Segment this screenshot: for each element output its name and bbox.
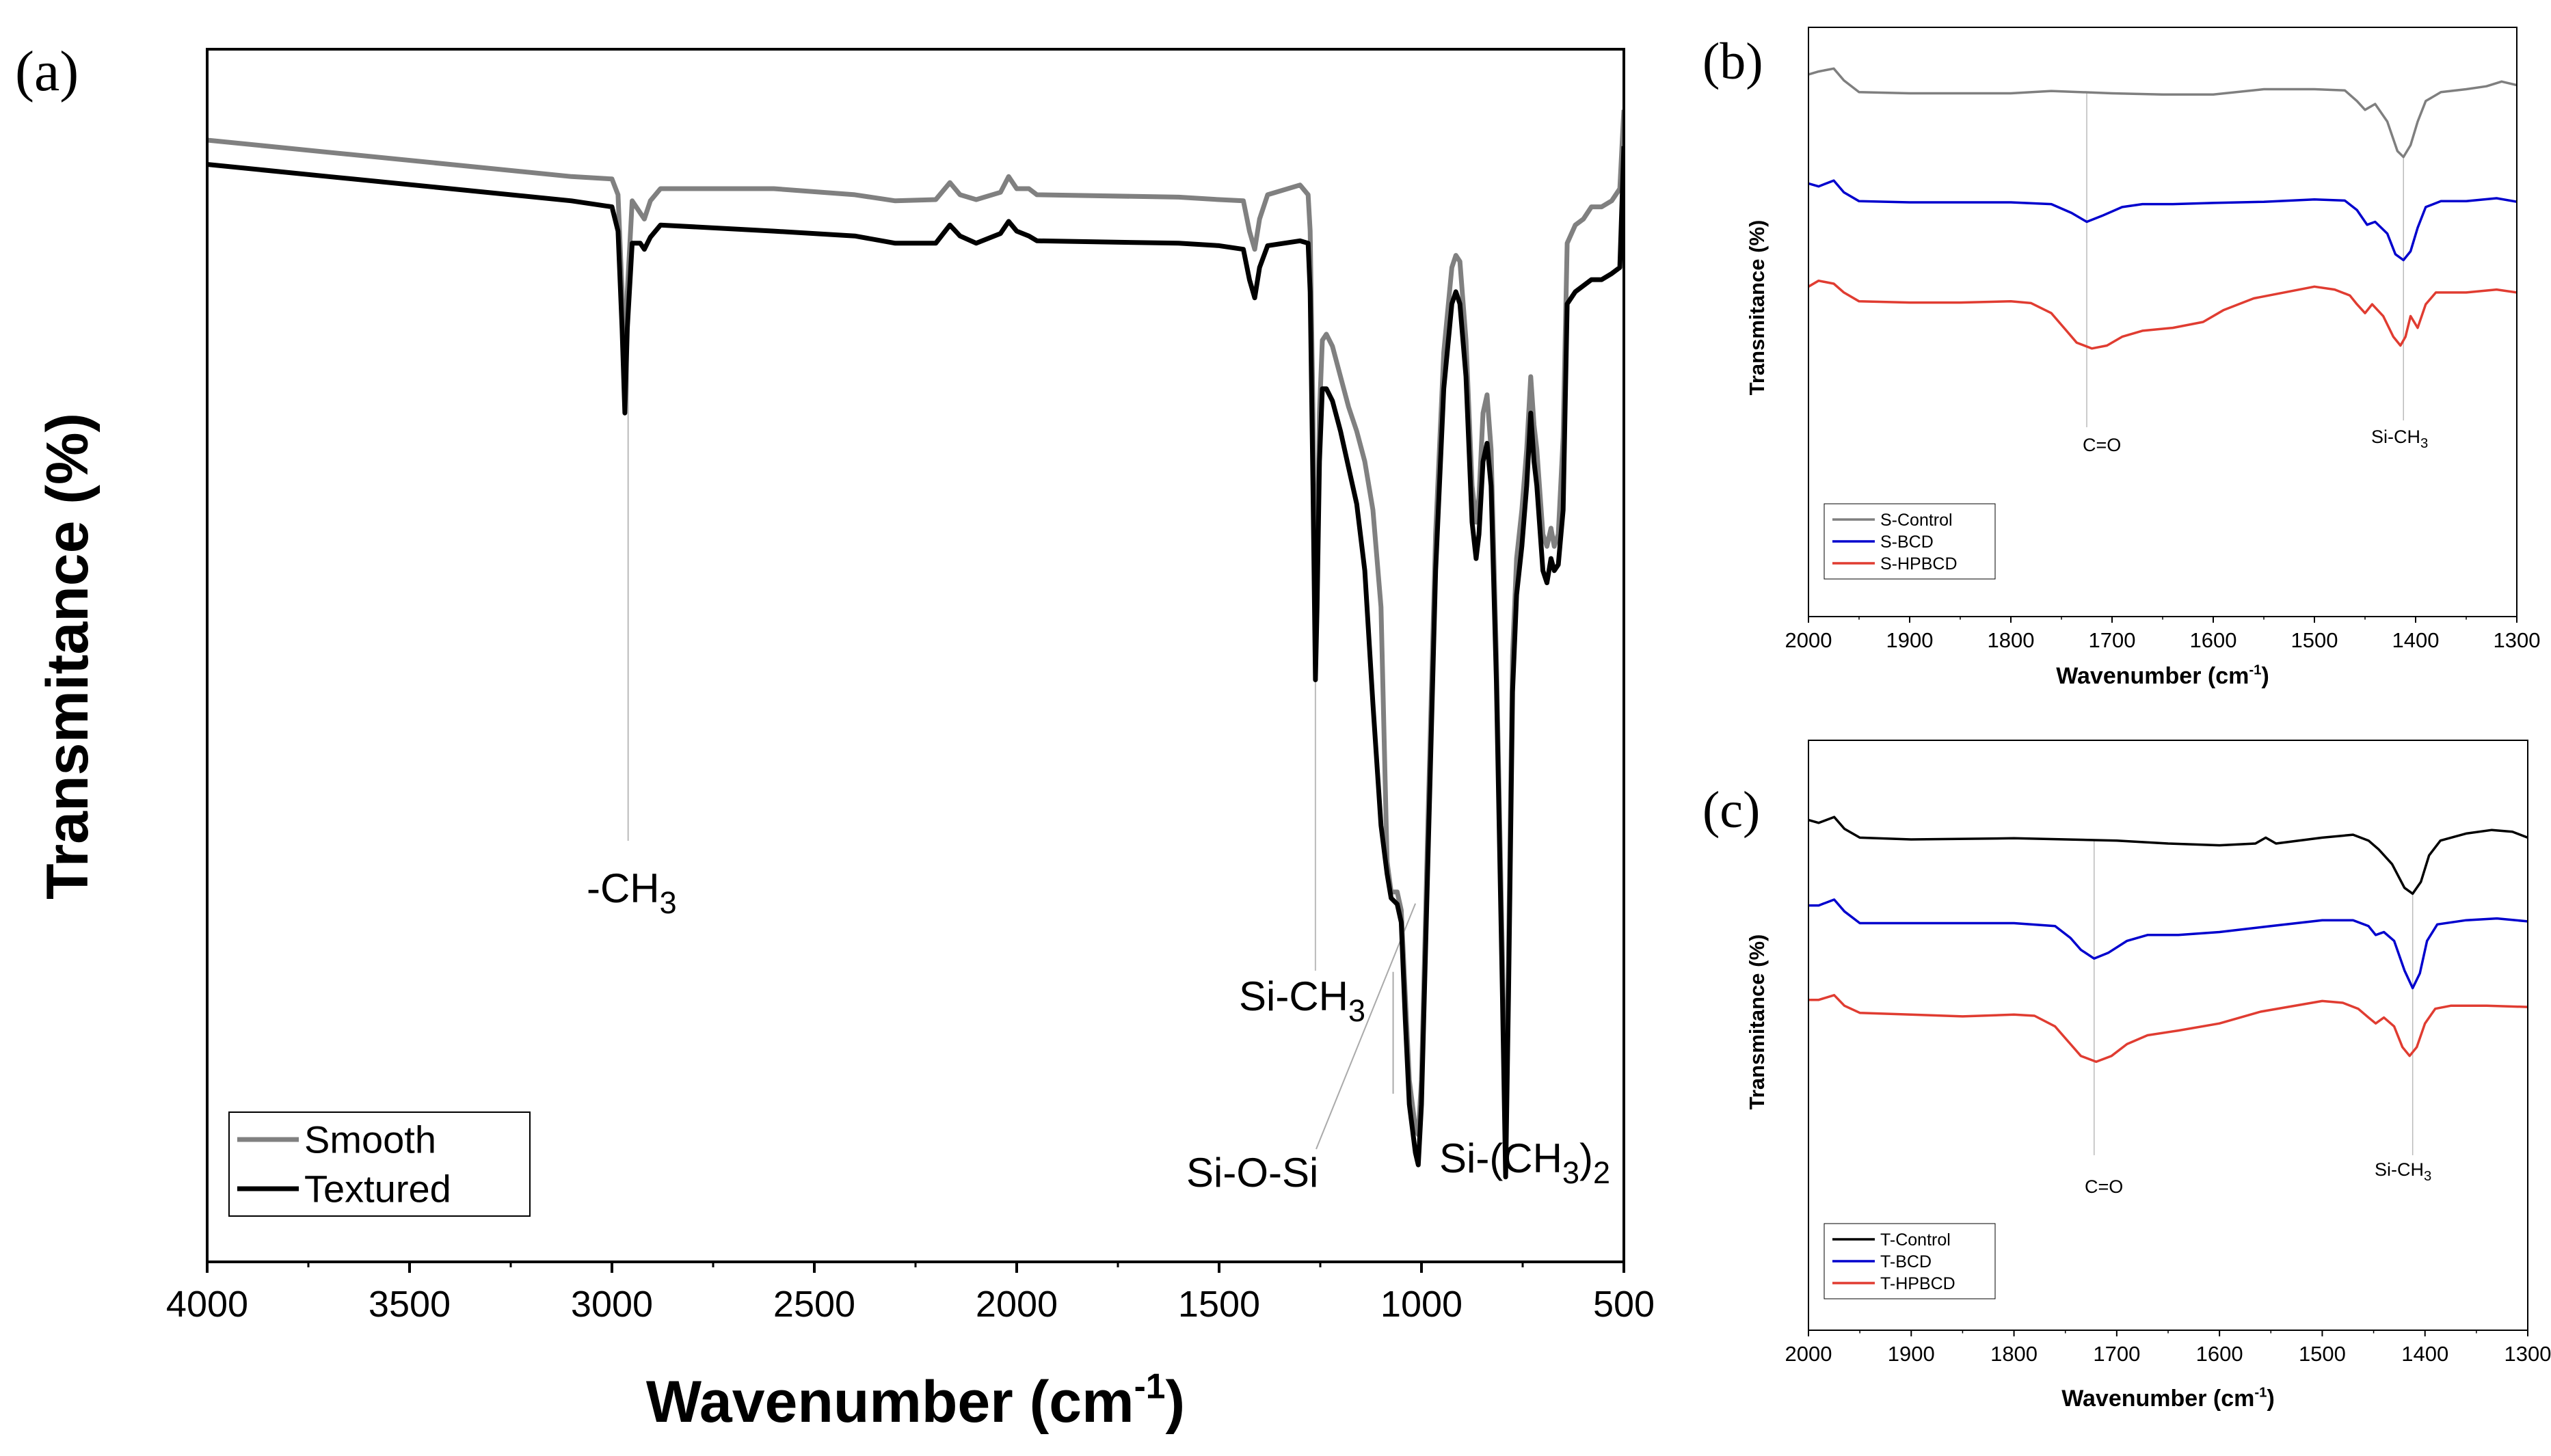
legend-label: T-Control xyxy=(1880,1230,1951,1250)
label-main: C=O xyxy=(2085,1176,2123,1197)
x-tick-label: 4000 xyxy=(166,1284,248,1325)
annotation-line xyxy=(1315,903,1417,1150)
x-tick-label: 3000 xyxy=(571,1284,653,1325)
label-subscript: 3 xyxy=(2420,436,2428,451)
x-tick-label: 2000 xyxy=(1785,628,1832,652)
annotation-label: Si-O-Si xyxy=(1186,1150,1318,1196)
label-main: Si-CH xyxy=(2371,427,2420,447)
label-tail: ) xyxy=(1579,1135,1593,1181)
series-line-t-bcd xyxy=(1808,898,2528,990)
x-axis-label: Wavenumber (cm-1) xyxy=(2056,662,2269,689)
legend: Smooth Textured xyxy=(228,1111,531,1217)
series-line-t-control xyxy=(1808,815,2528,895)
label-subscript: 3 xyxy=(2424,1169,2431,1184)
label-subscript: 3 xyxy=(1348,993,1365,1028)
series-line-s-hpbcd xyxy=(1808,279,2517,350)
label-main: Si-CH xyxy=(1239,973,1348,1019)
chart-panel-a: (a) 4000 3500 3000 2500 2000 1500 1000 500 Wavenu… xyxy=(15,40,1655,1435)
series-line-s-bcd xyxy=(1808,179,2517,262)
legend-label: S-HPBCD xyxy=(1880,554,1958,574)
x-tick-label: 500 xyxy=(1593,1284,1655,1325)
series-line-t-hpbcd xyxy=(1808,994,2528,1064)
x-tick-label: 1400 xyxy=(2392,628,2440,652)
y-axis-label: Transmitance (%) xyxy=(1745,220,1769,396)
x-tick-label: 1700 xyxy=(2093,1342,2140,1366)
series-line-s-control xyxy=(1808,67,2517,159)
x-tick-label: 1700 xyxy=(2089,628,2136,652)
series-line-smooth xyxy=(207,109,1624,1155)
legend: T-Control T-BCD T-HPBCD xyxy=(1824,1223,1996,1299)
x-axis-label-close: ) xyxy=(1165,1369,1185,1435)
x-tick-label: 2500 xyxy=(773,1284,855,1325)
x-tick-label: 1000 xyxy=(1380,1284,1463,1325)
x-tick-label: 3500 xyxy=(369,1284,451,1325)
x-axis-label-main: Wavenumber (cm xyxy=(2056,663,2249,689)
legend-label: T-HPBCD xyxy=(1880,1274,1955,1293)
panel-label: (b) xyxy=(1702,33,1763,90)
chart-panel-c: (c) 2000 1900 1800 1700 1600 1500 1400 1300 Waven… xyxy=(1702,740,2551,1412)
x-axis-label-sup: -1 xyxy=(2254,1385,2267,1400)
label-subscript-2: 2 xyxy=(1593,1155,1610,1190)
x-tick-label: 1600 xyxy=(2190,628,2237,652)
annotation-label: Si-CH3 xyxy=(2375,1159,2431,1184)
x-tick-label: 1600 xyxy=(2196,1342,2243,1366)
chart-panel-b: (b) 2000 1900 1800 1700 1600 1500 1400 1300 Waven… xyxy=(1702,27,2540,689)
legend-label: Smooth xyxy=(304,1118,436,1161)
x-tick-label: 2000 xyxy=(1785,1342,1832,1366)
x-axis-label-close: ) xyxy=(2267,1386,2274,1412)
x-axis-label-main: Wavenumber (cm xyxy=(2061,1386,2254,1412)
annotation-label: C=O xyxy=(2085,1176,2123,1197)
label-main: Si-CH xyxy=(2375,1159,2424,1180)
x-axis-label-main: Wavenumber (cm xyxy=(646,1369,1134,1435)
x-axis-label: Wavenumber (cm-1) xyxy=(2061,1385,2275,1412)
y-axis-label: Transmitance (%) xyxy=(35,413,101,900)
label-main: C=O xyxy=(2083,435,2121,455)
legend-label: S-BCD xyxy=(1880,532,1934,552)
x-tick-label: 1900 xyxy=(1886,628,1934,652)
legend-label: T-BCD xyxy=(1880,1252,1932,1271)
label-subscript: 3 xyxy=(660,885,677,920)
label-main: Si-(CH xyxy=(1439,1135,1562,1181)
x-tick-label: 1500 xyxy=(2299,1342,2346,1366)
label-main: Si-O-Si xyxy=(1186,1150,1318,1196)
annotation-label: Si-CH3 xyxy=(2371,427,2428,451)
annotation-label: C=O xyxy=(2083,435,2121,455)
y-axis-label: Transmitance (%) xyxy=(1745,934,1769,1110)
panel-label: (a) xyxy=(15,40,79,103)
annotation-label: Si-CH3 xyxy=(1239,973,1365,1028)
x-tick-label: 2000 xyxy=(976,1284,1058,1325)
x-tick-label: 1900 xyxy=(1888,1342,1935,1366)
panel-label: (c) xyxy=(1702,781,1760,839)
x-tick-label: 1300 xyxy=(2505,1342,2551,1366)
x-axis-label-close: ) xyxy=(2261,663,2269,689)
x-tick-label: 1500 xyxy=(2291,628,2338,652)
annotation-label: -CH3 xyxy=(587,865,677,920)
x-tick-label: 1800 xyxy=(1990,1342,2038,1366)
x-tick-label: 1300 xyxy=(2494,628,2541,652)
x-axis-label: Wavenumber (cm-1) xyxy=(646,1366,1185,1435)
series-line-textured xyxy=(207,146,1624,1180)
legend-frame xyxy=(228,1111,531,1217)
legend-label: S-Control xyxy=(1880,511,1953,530)
label-subscript: 3 xyxy=(1562,1155,1579,1190)
annotation-label: Si-(CH3)2 xyxy=(1439,1135,1610,1190)
x-tick-label: 1800 xyxy=(1988,628,2035,652)
x-tick-label: 1500 xyxy=(1178,1284,1260,1325)
x-axis-label-sup: -1 xyxy=(2249,662,2261,677)
legend-label: Textured xyxy=(304,1168,451,1211)
x-axis-label-sup: -1 xyxy=(1134,1366,1166,1406)
label-main: -CH xyxy=(587,865,660,911)
x-tick-label: 1400 xyxy=(2401,1342,2448,1366)
